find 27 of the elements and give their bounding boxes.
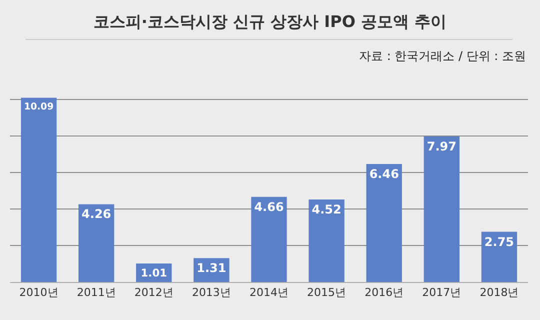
x-tick-label: 2015년	[307, 286, 346, 300]
data-label: 10.09	[24, 101, 54, 112]
x-tick-label: 2014년	[250, 286, 288, 300]
x-tick-label: 2012년	[134, 286, 174, 300]
bar	[251, 196, 287, 282]
x-tick-label: 2016년	[364, 286, 404, 300]
data-label: 1.01	[140, 266, 168, 280]
bar	[78, 204, 114, 282]
chart-title: 코스피·코스닥시장 신규 상장사 IPO 공모액 추이	[93, 12, 447, 32]
data-label: 2.75	[484, 234, 514, 249]
x-tick-label: 2010년	[19, 286, 58, 300]
data-label: 6.46	[369, 167, 399, 181]
bar	[20, 98, 57, 282]
bar	[424, 136, 460, 282]
data-label: 4.66	[254, 200, 284, 214]
bar	[481, 232, 518, 282]
text: 자료 : 한국거래소 / 단위 : 조원	[359, 49, 526, 63]
x-tick-label: 2018년	[480, 286, 519, 300]
x-tick-label: 2013년	[192, 286, 231, 300]
data-label: 4.52	[312, 202, 342, 216]
data-label: 1.31	[196, 261, 226, 276]
x-tick-label: 2017년	[422, 286, 462, 300]
x-tick-label: 2011년	[76, 286, 116, 300]
data-label: 7.97	[426, 139, 456, 154]
data-label: 4.26	[82, 207, 112, 222]
bar	[366, 164, 402, 282]
bar	[308, 199, 344, 282]
